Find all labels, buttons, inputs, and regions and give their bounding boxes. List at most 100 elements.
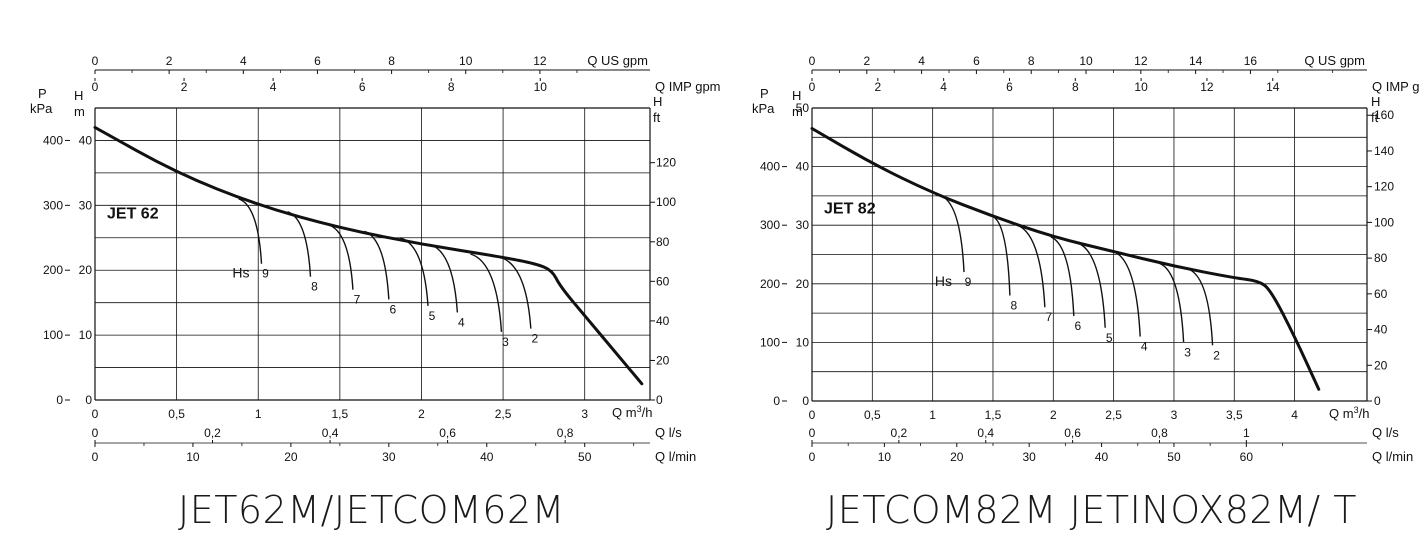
c1-ft-tick-label: 100 xyxy=(1374,215,1394,229)
c0-lmin-tick-label: 30 xyxy=(382,450,396,464)
c0-usgpm-tick-label: 2 xyxy=(166,54,173,68)
c1-usgpm-tick-label: 12 xyxy=(1134,54,1148,68)
c0-usgpm-tick-label: 12 xyxy=(533,54,547,68)
c1-ls-tick-label: 0 xyxy=(809,426,816,440)
c1-lmin-tick-label: 60 xyxy=(1240,450,1254,464)
c1-m3h-unit-sup: 3 xyxy=(1354,405,1359,415)
c1-impgpm-tick-label: 10 xyxy=(1134,80,1148,94)
c0-ls-tick-label: 0,6 xyxy=(439,426,456,440)
c1-lmin-tick-label: 50 xyxy=(1167,450,1181,464)
c1-suction-curve-9 xyxy=(940,195,965,273)
c0-ls-tick-label: 0,2 xyxy=(204,426,221,440)
chart-caption-jet62: JET62M/JETCOM62M xyxy=(178,488,565,532)
c0-h-unit-label: H xyxy=(74,88,83,103)
c1-ls-tick-label: 0,4 xyxy=(977,426,994,440)
c0-h-tick-label: 30 xyxy=(79,198,93,212)
c0-suction-curve-8 xyxy=(287,211,312,277)
c0-p-tick-label: 200 xyxy=(43,263,63,277)
c0-suction-curve-4 xyxy=(429,243,459,313)
c1-suction-curve-3 xyxy=(1159,262,1185,343)
chart-caption-jet82: JETCOM82M JETINOX82M/ T xyxy=(826,488,1357,532)
c0-p-unit-label: P xyxy=(38,86,47,101)
c1-impgpm-unit: Q IMP gpm xyxy=(1372,79,1420,94)
c1-suction-curve-4 xyxy=(1113,250,1141,337)
c0-ls-tick-label: 0,8 xyxy=(557,426,574,440)
c0-suction-label-6: 6 xyxy=(389,302,396,316)
c1-lmin-tick-label: 20 xyxy=(950,450,964,464)
c0-main-curve xyxy=(93,125,644,386)
c1-impgpm-tick-label: 2 xyxy=(874,80,881,94)
c1-m3h-tick-label: 1 xyxy=(929,408,936,422)
c0-ft-tick-label: 60 xyxy=(656,274,670,288)
c1-ft-unit-sub: ft xyxy=(1371,110,1379,125)
c1-lmin-tick-label: 40 xyxy=(1095,450,1109,464)
c1-h-tick-label: 30 xyxy=(796,218,810,232)
c0-p-tick-label: 100 xyxy=(43,328,63,342)
c1-ls-unit: Q l/s xyxy=(1372,425,1399,440)
c0-ft-unit-label: H xyxy=(653,94,662,109)
c0-suction-curve-3 xyxy=(470,253,503,332)
c1-impgpm-tick-label: 12 xyxy=(1200,80,1214,94)
c0-lmin-unit: Q l/min xyxy=(655,449,696,464)
c1-m3h-tick-label: 2,5 xyxy=(1105,408,1122,422)
c0-m3h-tick-label: 2,5 xyxy=(495,407,512,421)
c0-m3h-tick-label: 3 xyxy=(581,407,588,421)
c1-usgpm-tick-label: 10 xyxy=(1079,54,1093,68)
c0-m3h-unit-sup: 3 xyxy=(637,404,642,414)
c0-impgpm-tick-label: 0 xyxy=(92,80,99,94)
c1-usgpm-tick-label: 6 xyxy=(973,54,980,68)
c1-usgpm-tick-label: 8 xyxy=(1028,54,1035,68)
c1-ls-tick-label: 0,6 xyxy=(1064,426,1081,440)
c1-usgpm-unit: Q US gpm xyxy=(1304,53,1365,68)
c0-ls-unit: Q l/s xyxy=(655,425,682,440)
c0-suction-label-3: 3 xyxy=(502,335,509,349)
c1-ls-tick-label: 0,2 xyxy=(891,426,908,440)
c0-h-unit-sub: m xyxy=(74,104,85,119)
c0-usgpm-tick-label: 4 xyxy=(240,54,247,68)
c0-hs-label: Hs xyxy=(232,265,249,281)
c0-impgpm-unit: Q IMP gpm xyxy=(655,79,721,94)
c0-usgpm-tick-label: 10 xyxy=(459,54,473,68)
c1-ft-tick-label: 140 xyxy=(1374,144,1394,158)
c1-m3h-unit-rest: /h xyxy=(1359,406,1370,421)
c1-suction-label-9: 9 xyxy=(965,275,972,289)
c1-m3h-tick-label: 0 xyxy=(809,408,816,422)
c0-ft-tick-label: 120 xyxy=(656,156,676,170)
c1-p-tick-label: 0 xyxy=(773,394,780,408)
c0-ft-unit-sub: ft xyxy=(653,110,661,125)
c0-usgpm-unit: Q US gpm xyxy=(587,53,648,68)
c1-suction-label-5: 5 xyxy=(1106,331,1113,345)
c0-suction-curve-6 xyxy=(364,230,390,300)
c1-suction-curve-5 xyxy=(1077,242,1106,328)
c0-suction-curve-7 xyxy=(328,224,354,290)
c0-usgpm-tick-label: 8 xyxy=(388,54,395,68)
c0-ft-tick-label: 80 xyxy=(656,235,670,249)
c1-main-curve xyxy=(810,127,1321,391)
c0-m3h-tick-label: 1,5 xyxy=(332,407,349,421)
c0-impgpm-tick-label: 4 xyxy=(270,80,277,94)
c1-lmin-tick-label: 0 xyxy=(809,450,816,464)
c1-m3h-tick-label: 3,5 xyxy=(1226,408,1243,422)
c1-model-label: JET 82 xyxy=(824,200,876,217)
c0-p-tick-label: 300 xyxy=(43,198,63,212)
c1-h-tick-label: 40 xyxy=(796,160,810,174)
c0-m3h-tick-label: 0,5 xyxy=(168,407,185,421)
c1-suction-label-4: 4 xyxy=(1141,340,1148,354)
c0-p-unit-sub: kPa xyxy=(30,101,53,116)
c1-m3h-unit: Q m3/h xyxy=(1329,405,1369,421)
c0-ft-tick-label: 0 xyxy=(656,393,663,407)
c0-suction-label-7: 7 xyxy=(354,293,361,307)
c0-p-tick-label: 0 xyxy=(56,393,63,407)
c1-ft-tick-label: 0 xyxy=(1374,394,1381,408)
c0-ls-tick-label: 0,4 xyxy=(322,426,339,440)
c0-lmin-tick-label: 50 xyxy=(578,450,592,464)
c0-m3h-unit: Q m3/h xyxy=(612,404,652,420)
c1-ft-unit-label: H xyxy=(1371,94,1380,109)
c1-m3h-tick-label: 3 xyxy=(1171,408,1178,422)
c1-usgpm-tick-label: 16 xyxy=(1244,54,1258,68)
c1-h-tick-label: 20 xyxy=(796,277,810,291)
c0-impgpm-tick-label: 2 xyxy=(181,80,188,94)
c0-suction-curve-9 xyxy=(238,198,263,264)
c1-lmin-tick-label: 10 xyxy=(878,450,892,464)
c0-impgpm-tick-label: 10 xyxy=(534,80,548,94)
